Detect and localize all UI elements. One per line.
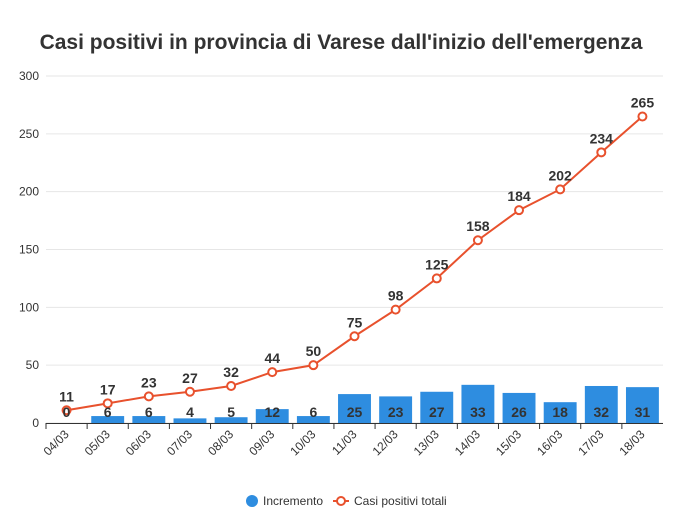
bar-13-03[interactable] [420, 391, 454, 423]
line-value-label: 50 [306, 343, 322, 359]
bar-05-03[interactable] [91, 416, 125, 423]
legend-item-casi-positivi-totali[interactable]: Casi positivi totali [333, 494, 447, 508]
y-tick-label: 100 [19, 300, 39, 314]
bar-06-03[interactable] [132, 416, 166, 423]
x-tick-label: 04/03 [41, 427, 72, 458]
line-value-label: 202 [548, 167, 572, 183]
bar-15-03[interactable] [502, 392, 536, 423]
line-value-label: 44 [264, 350, 280, 366]
line-value-label: 27 [182, 370, 198, 386]
bar-value-label: 5 [227, 404, 235, 420]
bar-value-label: 33 [470, 404, 486, 420]
bar-09-03[interactable] [255, 409, 289, 423]
bar-value-label: 12 [264, 404, 280, 420]
bar-value-label: 4 [186, 404, 194, 420]
line-point-16-03[interactable] [555, 184, 566, 195]
line-value-label: 23 [141, 374, 157, 390]
x-tick-label: 18/03 [616, 427, 647, 458]
line-value-label: 234 [590, 130, 614, 146]
line-value-label: 265 [631, 94, 655, 110]
bar-value-label: 6 [145, 404, 153, 420]
line-casi-positivi-totali [66, 115, 644, 412]
bar-value-label: 6 [104, 404, 112, 420]
line-value-label: 32 [223, 364, 239, 380]
bar-series [91, 384, 659, 423]
bar-16-03[interactable] [543, 402, 577, 423]
line-point-11-03[interactable] [349, 331, 360, 342]
line-value-label: 98 [388, 288, 404, 304]
line-point-07-03[interactable] [184, 386, 195, 397]
x-tick-label: 05/03 [82, 427, 113, 458]
y-axis: 0 50 100 150 200 250 300 [19, 69, 39, 430]
bar-value-label: 23 [388, 404, 404, 420]
line-point-06-03[interactable] [143, 391, 154, 402]
line-point-12-03[interactable] [390, 304, 401, 315]
line-value-label: 125 [425, 256, 449, 272]
bar-value-label: 27 [429, 404, 445, 420]
line-value-label: 11 [59, 388, 74, 404]
y-tick-label: 50 [26, 358, 40, 372]
bar-10-03[interactable] [296, 416, 330, 423]
line-point-09-03[interactable] [267, 367, 278, 378]
line-point-14-03[interactable] [472, 235, 483, 246]
y-tick-label: 250 [19, 127, 39, 141]
x-tick-label: 15/03 [493, 427, 524, 458]
bar-value-label: 26 [511, 404, 527, 420]
line-point-10-03[interactable] [308, 360, 319, 371]
x-tick-label: 07/03 [164, 427, 195, 458]
x-tick-label: 12/03 [370, 427, 401, 458]
legend: Incremento Casi positivi totali [246, 494, 447, 508]
bar-value-label: 0 [63, 404, 71, 420]
line-series [61, 111, 648, 416]
line-point-13-03[interactable] [431, 273, 442, 284]
x-tick-label: 14/03 [452, 427, 483, 458]
x-tick-label: 06/03 [123, 427, 154, 458]
bar-07-03[interactable] [173, 418, 207, 423]
bar-17-03[interactable] [584, 385, 618, 423]
y-tick-label: 150 [19, 243, 39, 257]
bar-14-03[interactable] [461, 384, 495, 423]
line-value-label: 17 [100, 381, 116, 397]
x-tick-label: 10/03 [287, 427, 318, 458]
legend-label-incremento: Incremento [263, 494, 323, 508]
y-tick-label: 300 [19, 69, 39, 83]
chart-title: Casi positivi in provincia di Varese dal… [40, 31, 643, 54]
x-tick-label: 09/03 [246, 427, 277, 458]
bar-value-label: 6 [309, 404, 317, 420]
line-value-label: 184 [507, 188, 531, 204]
x-tick-label: 13/03 [411, 427, 442, 458]
line-value-label: 158 [466, 218, 490, 234]
line-value-label: 75 [347, 314, 363, 330]
x-tick-label: 16/03 [534, 427, 565, 458]
x-tick-label: 11/03 [329, 427, 360, 458]
bar-value-label: 18 [552, 404, 568, 420]
gridlines [46, 75, 663, 424]
legend-item-incremento[interactable]: Incremento [246, 494, 323, 508]
bar-value-label: 32 [594, 404, 610, 420]
y-tick-label: 0 [32, 416, 39, 430]
x-tick-label: 17/03 [575, 427, 606, 458]
line-point-17-03[interactable] [596, 147, 607, 158]
line-point-18-03[interactable] [637, 111, 648, 122]
bar-12-03[interactable] [379, 396, 413, 423]
bar-11-03[interactable] [338, 394, 371, 423]
line-point-08-03[interactable] [226, 380, 237, 391]
legend-label-casi-positivi-totali: Casi positivi totali [354, 494, 447, 508]
line-point-05-03[interactable] [102, 398, 113, 409]
x-axis: 04/03 05/03 06/03 07/03 08/03 09/03 10/03 11/03… [41, 423, 663, 458]
line-point-15-03[interactable] [514, 205, 525, 216]
bar-value-label: 25 [347, 404, 363, 420]
legend-marker-incremento [246, 495, 258, 507]
x-tick-label: 08/03 [205, 427, 236, 458]
bar-08-03[interactable] [214, 417, 248, 423]
y-tick-label: 200 [19, 185, 39, 199]
legend-marker-casi-positivi-totali [336, 496, 346, 506]
bar-value-label: 31 [635, 404, 651, 420]
bar-18-03[interactable] [625, 387, 659, 423]
line-point-04-03[interactable] [61, 405, 72, 416]
